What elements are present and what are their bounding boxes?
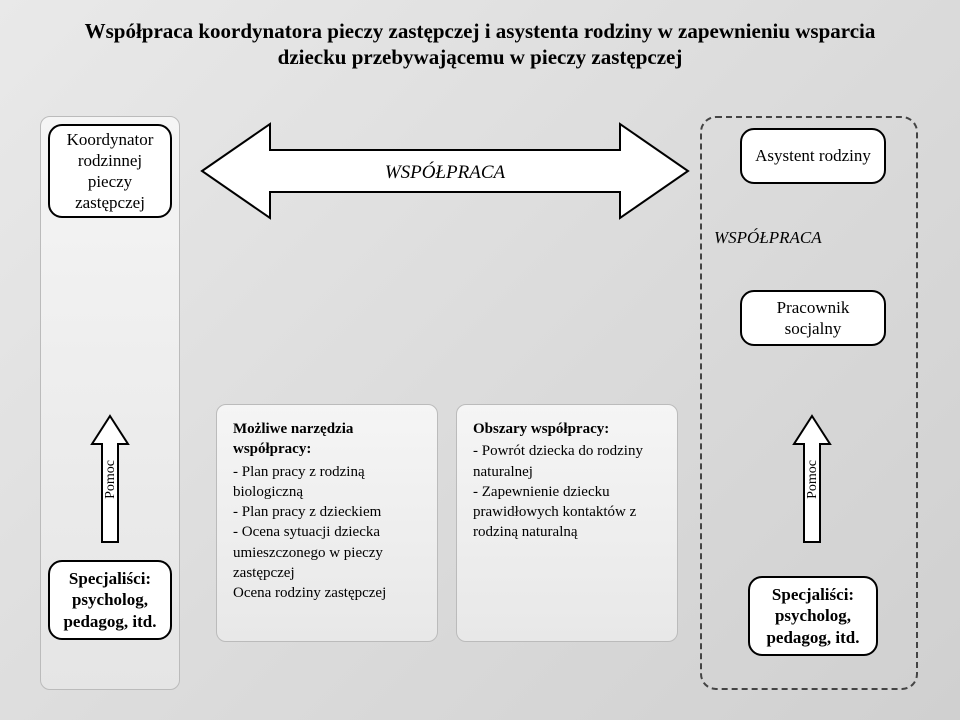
areas-header: Obszary współpracy: — [473, 419, 661, 439]
page-title: Współpraca koordynatora pieczy zastępcze… — [50, 18, 910, 71]
tools-box: Możliwe narzędzia współpracy: - Plan pra… — [216, 404, 438, 642]
pomoc-label-right: Pomoc — [805, 460, 821, 499]
box-pracownik-label: Pracownik socjalny — [752, 297, 874, 340]
box-asystent: Asystent rodziny — [740, 128, 886, 184]
box-spec-left: Specjaliści: psycholog, pedagog, itd. — [48, 560, 172, 640]
box-pracownik: Pracownik socjalny — [740, 290, 886, 346]
pomoc-label-left: Pomoc — [103, 460, 119, 499]
tools-header: Możliwe narzędzia współpracy: — [233, 419, 421, 460]
box-spec-right-label: Specjaliści: psycholog, pedagog, itd. — [760, 584, 866, 648]
box-asystent-label: Asystent rodziny — [755, 145, 871, 166]
box-koordynator: Koordynator rodzinnej pieczy zastępczej — [48, 124, 172, 218]
box-spec-right: Specjaliści: psycholog, pedagog, itd. — [748, 576, 878, 656]
wspolpraca-side-label: WSPÓŁPRACA — [714, 228, 822, 248]
box-koordynator-label: Koordynator rodzinnej pieczy zastępczej — [60, 129, 160, 214]
tools-items: - Plan pracy z rodziną biologiczną - Pla… — [233, 462, 421, 604]
areas-box: Obszary współpracy: - Powrót dziecka do … — [456, 404, 678, 642]
bidir-arrow: WSPÓŁPRACA — [200, 116, 690, 226]
box-spec-left-label: Specjaliści: psycholog, pedagog, itd. — [60, 568, 160, 632]
areas-items: - Powrót dziecka do rodziny naturalnej -… — [473, 441, 661, 542]
arrow-label: WSPÓŁPRACA — [385, 161, 506, 183]
